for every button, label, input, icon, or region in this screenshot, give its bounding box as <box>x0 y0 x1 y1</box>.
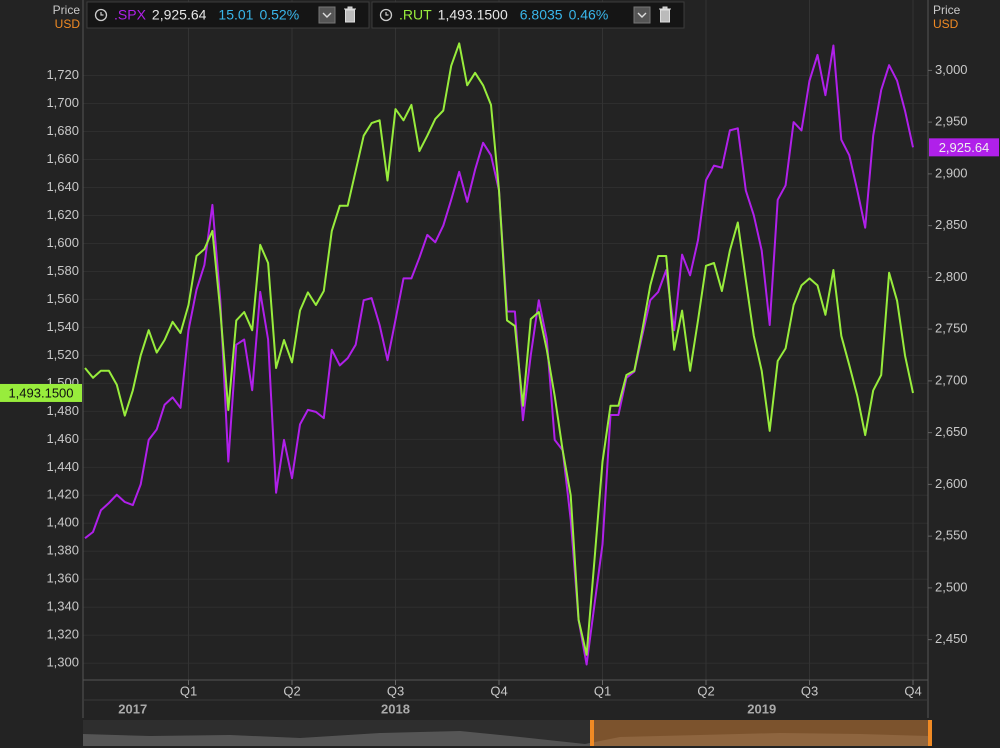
y-tick-label: 1,620 <box>46 207 79 222</box>
y2-tick-label: 2,600 <box>935 476 968 491</box>
y-tick-label: 1,400 <box>46 515 79 530</box>
clock-icon <box>379 8 393 22</box>
legend-last: 1,493.1500 <box>438 7 508 23</box>
x-tick-label: Q4 <box>904 683 921 698</box>
dropdown-arrow <box>322 12 332 18</box>
y2-tick-label: 2,950 <box>935 114 968 129</box>
y2-axis-title: Price <box>933 3 961 17</box>
dropdown-button[interactable] <box>633 6 651 24</box>
delete-icon[interactable] <box>344 6 356 23</box>
dropdown-button[interactable] <box>318 6 336 24</box>
legend: .SPX 2,925.64 15.01 0.52% .RUT 1,493.1500 6.80… <box>86 1 685 29</box>
x-tick-label: Q2 <box>283 683 300 698</box>
legend-box <box>371 1 685 29</box>
y2-tick-label: 2,500 <box>935 579 968 594</box>
y-tick-label: 1,360 <box>46 571 79 586</box>
y2-tick-label: 3,000 <box>935 62 968 77</box>
y-tick-label: 1,340 <box>46 599 79 614</box>
clock-icon <box>385 12 389 16</box>
y2-tick-label: 2,750 <box>935 321 968 336</box>
y-tick-label: 1,520 <box>46 347 79 362</box>
legend-pct: 0.52% <box>259 7 299 23</box>
y-axis-title: Price <box>53 3 81 17</box>
y-tick-label: 1,540 <box>46 319 79 334</box>
last-value-label: 1,493.1500 <box>8 385 73 400</box>
legend-change: 6.8035 <box>520 7 563 23</box>
y-tick-label: 1,580 <box>46 263 79 278</box>
navigator-handle[interactable] <box>928 720 932 746</box>
y-tick-label: 1,660 <box>46 151 79 166</box>
year-label: 2019 <box>747 701 776 716</box>
y-tick-label: 1,300 <box>46 655 79 670</box>
x-tick-label: Q2 <box>697 683 714 698</box>
last-value-badge <box>929 138 999 157</box>
x-tick-label: Q4 <box>490 683 507 698</box>
y2-tick-label: 2,800 <box>935 269 968 284</box>
x-tick-label: Q1 <box>594 683 611 698</box>
x-tick-label: Q1 <box>180 683 197 698</box>
legend-name: .SPX <box>114 7 147 23</box>
navigator-window[interactable] <box>592 720 930 746</box>
plot <box>84 42 914 666</box>
y2-tick-label: 2,550 <box>935 528 968 543</box>
y-tick-label: 1,720 <box>46 67 79 82</box>
last-value-badge <box>0 383 82 402</box>
y-tick-label: 1,700 <box>46 95 79 110</box>
y-tick-label: 1,640 <box>46 179 79 194</box>
clock-icon <box>94 8 108 22</box>
delete-icon[interactable] <box>659 6 671 23</box>
x-tick-label: Q3 <box>801 683 818 698</box>
y-tick-label: 1,680 <box>46 123 79 138</box>
clock-icon <box>100 12 104 16</box>
y2-tick-label: 2,850 <box>935 217 968 232</box>
dropdown-arrow <box>637 12 647 18</box>
navigator-handle[interactable] <box>590 720 594 746</box>
legend-pct: 0.46% <box>569 7 609 23</box>
y-tick-label: 1,600 <box>46 235 79 250</box>
y-tick-label: 1,560 <box>46 291 79 306</box>
year-label: 2018 <box>381 701 410 716</box>
series-line <box>84 42 914 656</box>
y-tick-label: 1,380 <box>46 543 79 558</box>
y2-tick-label: 2,900 <box>935 165 968 180</box>
year-label: 2017 <box>118 701 147 716</box>
y-tick-label: 1,440 <box>46 459 79 474</box>
legend-change: 15.01 <box>218 7 253 23</box>
y-tick-label: 1,480 <box>46 403 79 418</box>
last-value-label: 2,925.64 <box>939 140 990 155</box>
y2-tick-label: 2,650 <box>935 424 968 439</box>
y-tick-label: 1,460 <box>46 431 79 446</box>
y-axis-unit: USD <box>55 17 81 31</box>
legend-last: 2,925.64 <box>152 7 207 23</box>
y-tick-label: 1,420 <box>46 487 79 502</box>
navigator <box>83 720 932 746</box>
y2-axis-unit: USD <box>933 17 959 31</box>
y2-tick-label: 2,700 <box>935 372 968 387</box>
x-tick-label: Q3 <box>387 683 404 698</box>
legend-name: .RUT <box>399 7 432 23</box>
y-tick-label: 1,320 <box>46 627 79 642</box>
y2-tick-label: 2,450 <box>935 631 968 646</box>
